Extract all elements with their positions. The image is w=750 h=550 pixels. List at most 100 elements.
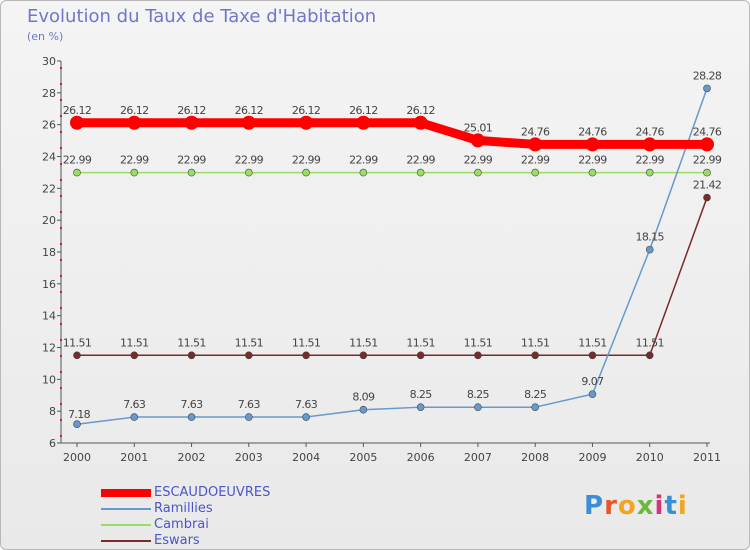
data-point-ramillies <box>474 403 482 411</box>
series-line-eswars <box>76 196 708 357</box>
y-tick-label: 26 <box>42 119 56 132</box>
y-tick-label: 30 <box>42 55 56 68</box>
data-point-eswars <box>416 351 425 360</box>
y-tick-label: 18 <box>42 246 56 259</box>
y-tick-label: 28 <box>42 87 56 100</box>
data-label-escaudoeuvres: 24.76 <box>521 125 550 138</box>
data-point-eswars <box>588 351 597 360</box>
data-point-cambrai <box>531 168 539 177</box>
data-label-ramillies: 8.09 <box>352 391 375 404</box>
data-point-ramillies <box>703 84 711 93</box>
data-label-escaudoeuvres: 26.12 <box>349 104 378 117</box>
legend-swatch-ramillies <box>101 508 151 510</box>
data-point-eswars <box>130 351 139 360</box>
data-label-ramillies: 8.25 <box>410 388 433 401</box>
data-point-cambrai <box>245 168 253 177</box>
data-label-cambrai: 22.99 <box>292 154 321 167</box>
data-point-cambrai <box>359 168 368 177</box>
data-label-ramillies: 7.63 <box>238 398 261 411</box>
data-point-ramillies <box>531 403 539 411</box>
chart-subtitle: (en %) <box>27 30 64 43</box>
data-label-escaudoeuvres: 26.12 <box>235 104 264 117</box>
data-point-escaudoeuvres <box>356 115 371 130</box>
data-point-eswars <box>703 193 711 202</box>
y-tick-label: 8 <box>49 405 56 418</box>
data-label-ramillies: 8.25 <box>467 388 490 401</box>
y-tick-label: 14 <box>42 310 56 323</box>
data-label-ramillies: 7.63 <box>180 398 203 411</box>
data-point-cambrai <box>302 168 310 177</box>
data-point-ramillies <box>73 420 81 429</box>
data-label-escaudoeuvres: 24.76 <box>693 125 722 138</box>
data-label-ramillies: 7.63 <box>295 398 318 411</box>
data-point-cambrai <box>588 168 597 177</box>
data-point-eswars <box>187 351 196 360</box>
data-point-cambrai <box>187 168 196 177</box>
data-point-escaudoeuvres <box>184 115 199 130</box>
x-tick-label: 2010 <box>636 451 664 464</box>
data-label-cambrai: 22.99 <box>235 154 264 167</box>
x-tick-label: 2011 <box>693 451 721 464</box>
data-label-ramillies: 28.28 <box>693 69 722 82</box>
data-point-eswars <box>531 351 539 360</box>
data-point-cambrai <box>474 168 482 177</box>
data-label-escaudoeuvres: 24.76 <box>635 125 664 138</box>
data-label-ramillies: 7.18 <box>68 408 91 421</box>
x-tick-label: 2002 <box>178 451 206 464</box>
y-tick-label: 20 <box>42 214 56 227</box>
data-label-eswars: 11.51 <box>635 336 664 349</box>
data-label-eswars: 11.51 <box>406 336 435 349</box>
x-tick-label: 2005 <box>349 451 377 464</box>
data-point-cambrai <box>645 168 654 177</box>
data-label-eswars: 11.51 <box>349 336 378 349</box>
x-tick-label: 2000 <box>63 451 91 464</box>
series-line-ramillies <box>76 87 708 425</box>
data-label-cambrai: 22.99 <box>349 154 378 167</box>
data-label-eswars: 21.42 <box>693 179 722 192</box>
data-point-eswars <box>245 351 253 360</box>
data-label-eswars: 11.51 <box>235 336 264 349</box>
data-label-ramillies: 18.15 <box>635 231 664 244</box>
x-tick-label: 2009 <box>578 451 606 464</box>
data-label-cambrai: 22.99 <box>177 154 206 167</box>
data-point-eswars <box>474 351 482 360</box>
data-label-eswars: 11.51 <box>120 336 149 349</box>
data-label-eswars: 11.51 <box>177 336 206 349</box>
data-label-cambrai: 22.99 <box>464 154 493 167</box>
data-label-ramillies: 8.25 <box>524 388 547 401</box>
data-point-ramillies <box>302 413 310 421</box>
data-label-eswars: 11.51 <box>292 336 321 349</box>
data-point-ramillies <box>187 413 196 421</box>
data-label-escaudoeuvres: 24.76 <box>578 125 607 138</box>
x-tick-label: 2004 <box>292 451 320 464</box>
data-point-ramillies <box>645 245 654 254</box>
data-label-escaudoeuvres: 26.12 <box>177 104 206 117</box>
legend-label-escaudoeuvres: ESCAUDOEUVRES <box>154 485 271 500</box>
data-point-ramillies <box>359 405 368 414</box>
y-tick-label: 12 <box>42 342 56 355</box>
data-point-eswars <box>359 351 368 360</box>
data-label-escaudoeuvres: 26.12 <box>63 104 92 117</box>
data-label-cambrai: 22.99 <box>521 154 550 167</box>
data-point-ramillies <box>130 413 139 421</box>
y-tick-label: 6 <box>49 437 56 450</box>
data-point-eswars <box>73 351 81 360</box>
data-point-cambrai <box>130 168 139 177</box>
data-point-escaudoeuvres <box>585 137 600 152</box>
data-label-eswars: 11.51 <box>63 336 92 349</box>
x-tick-label: 2003 <box>235 451 263 464</box>
y-tick-label: 16 <box>42 278 56 291</box>
data-point-ramillies <box>588 390 597 398</box>
x-tick-label: 2006 <box>407 451 435 464</box>
data-point-escaudoeuvres <box>413 115 428 130</box>
data-point-eswars <box>302 351 310 360</box>
legend-swatch-escaudoeuvres <box>101 489 151 497</box>
data-label-ramillies: 7.63 <box>123 398 146 411</box>
y-tick-label: 22 <box>42 182 56 195</box>
data-label-cambrai: 22.99 <box>120 154 149 167</box>
data-point-cambrai <box>73 168 81 177</box>
x-tick-label: 2001 <box>120 451 148 464</box>
data-point-ramillies <box>416 403 425 411</box>
